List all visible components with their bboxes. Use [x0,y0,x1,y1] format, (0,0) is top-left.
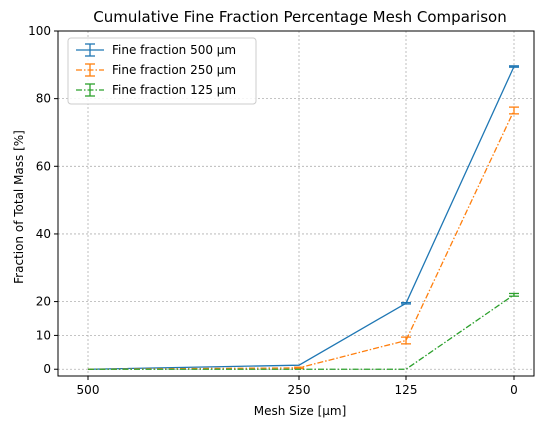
legend-item-1: Fine fraction 500 µm [76,43,236,57]
series-line [88,294,515,370]
error-bar [401,336,411,345]
legend-label: Fine fraction 500 µm [112,43,236,57]
error-bar [401,301,411,305]
series-line [87,110,515,370]
chart-title: Cumulative Fine Fraction Percentage Mesh… [93,8,506,26]
error-bar [509,65,519,68]
legend-frame [67,37,257,105]
legend-label: Fine fraction 125 µm [112,83,236,97]
error-bar [509,106,519,115]
plot-area [57,30,535,377]
y-tick-label: 20 [36,295,51,309]
y-tick-label: 40 [36,227,51,241]
series-line [87,66,515,370]
y-tick-label: 0 [43,362,51,376]
series-1 [87,65,519,370]
axis-ticks: 0 10 20 40 60 80 100 500 250 125 0 [28,24,518,397]
x-tick-label: 125 [395,383,418,397]
legend: Fine fraction 500 µm Fine fraction 250 µm… [67,37,257,105]
series-2 [87,106,519,370]
y-tick-label: 100 [28,24,51,38]
y-axis-label: Fraction of Total Mass [%] [12,130,26,284]
y-tick-label: 80 [36,92,51,106]
y-tick-label: 60 [36,159,51,173]
plot-frame [57,30,535,377]
x-tick-label: 500 [77,383,100,397]
series-3 [88,292,519,370]
legend-label: Fine fraction 250 µm [112,63,236,77]
x-tick-label: 0 [510,383,518,397]
y-tick-label: 10 [36,328,51,342]
error-bar [509,292,519,297]
x-axis-label: Mesh Size [µm] [254,404,347,418]
x-tick-label: 250 [288,383,311,397]
legend-item-2: Fine fraction 250 µm [76,63,236,77]
error-bar [294,366,304,370]
legend-item-3: Fine fraction 125 µm [76,83,236,97]
